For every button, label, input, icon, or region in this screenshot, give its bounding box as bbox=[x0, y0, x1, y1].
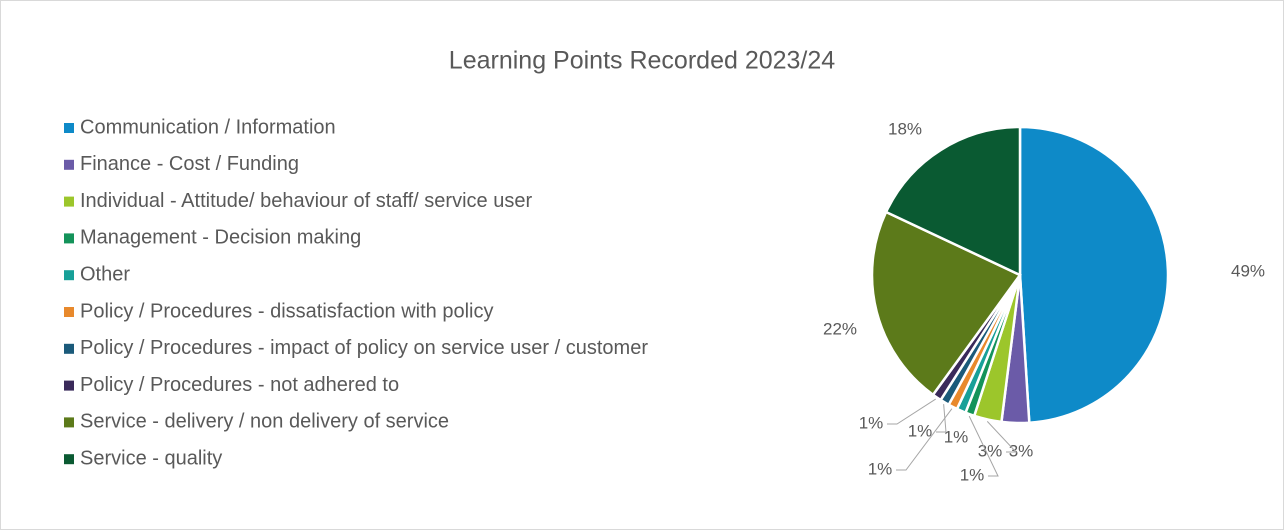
leader-line bbox=[896, 408, 953, 471]
data-label: 1% bbox=[908, 421, 933, 440]
legend-swatch bbox=[64, 380, 74, 391]
legend-label: Individual - Attitude/ behaviour of staf… bbox=[80, 190, 532, 212]
leader-line bbox=[887, 398, 936, 425]
legend-swatch bbox=[64, 270, 74, 281]
legend-label: Service - delivery / non delivery of ser… bbox=[80, 411, 449, 433]
legend-label: Other bbox=[80, 263, 130, 285]
data-label: 1% bbox=[859, 413, 884, 432]
legend-swatch bbox=[64, 196, 74, 207]
legend-label: Finance - Cost / Funding bbox=[80, 153, 299, 175]
legend-label: Communication / Information bbox=[80, 116, 336, 138]
data-label: 1% bbox=[960, 465, 985, 484]
legend-swatch bbox=[64, 233, 74, 244]
legend-label: Management - Decision making bbox=[80, 227, 361, 249]
legend-label: Policy / Procedures - dissatisfaction wi… bbox=[80, 300, 494, 322]
leader-line bbox=[986, 421, 1018, 453]
leader-line bbox=[968, 415, 999, 477]
legend-swatch bbox=[64, 123, 74, 133]
pie-slice bbox=[1018, 125, 1170, 425]
data-label: 49% bbox=[1231, 261, 1265, 280]
legend-swatch bbox=[64, 307, 74, 317]
leader-line bbox=[936, 404, 947, 433]
legend-label: Service - quality bbox=[80, 447, 222, 469]
data-label: 1% bbox=[868, 459, 893, 478]
legend-swatch bbox=[64, 454, 74, 465]
data-label: 22% bbox=[823, 319, 857, 338]
legend-label: Policy / Procedures - not adhered to bbox=[80, 374, 399, 396]
data-label: 1% bbox=[944, 427, 969, 446]
legend-swatch bbox=[64, 159, 74, 170]
chart-title: Learning Points Recorded 2023/24 bbox=[449, 47, 835, 75]
pie-slice bbox=[884, 125, 1022, 277]
legend-swatch bbox=[64, 417, 74, 428]
legend-label: Policy / Procedures - impact of policy o… bbox=[80, 337, 648, 359]
data-label: 3% bbox=[1009, 441, 1034, 460]
legend-swatch bbox=[64, 343, 74, 354]
data-label: 3% bbox=[978, 441, 1003, 460]
data-label: 18% bbox=[888, 119, 922, 138]
